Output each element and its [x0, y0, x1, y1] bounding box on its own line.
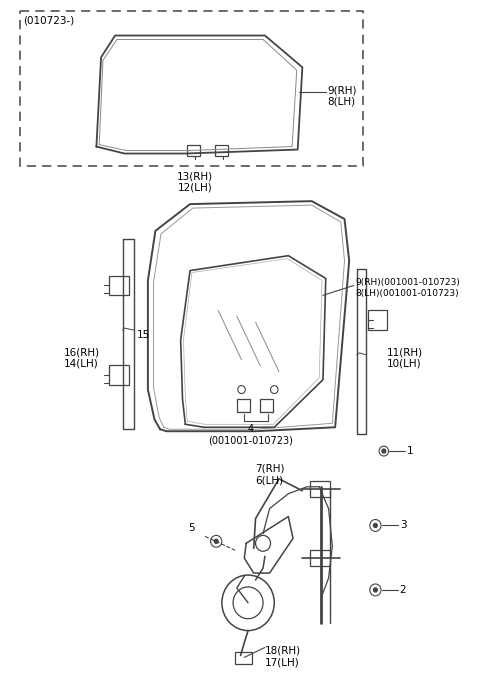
Text: 5: 5 — [188, 523, 195, 533]
Text: 1: 1 — [407, 446, 414, 456]
Text: 7(RH)
6(LH): 7(RH) 6(LH) — [255, 464, 284, 485]
Circle shape — [382, 449, 386, 453]
Text: 18(RH)
17(LH): 18(RH) 17(LH) — [265, 645, 301, 667]
Circle shape — [373, 588, 377, 592]
Bar — [20, 11, 363, 167]
Text: 4
(001001-010723): 4 (001001-010723) — [208, 424, 293, 446]
Bar — [310, 550, 330, 566]
Circle shape — [373, 523, 377, 527]
Text: 11(RH)
10(LH): 11(RH) 10(LH) — [386, 347, 423, 369]
Text: 3: 3 — [400, 521, 407, 531]
Bar — [108, 276, 129, 295]
Text: 9(RH)
8(LH): 9(RH) 8(LH) — [328, 85, 357, 107]
Text: 2: 2 — [400, 585, 407, 595]
Text: 13(RH)
12(LH): 13(RH) 12(LH) — [177, 171, 213, 193]
Bar — [108, 365, 129, 385]
Bar — [260, 399, 273, 412]
Bar — [237, 399, 250, 412]
Text: 16(RH)
14(LH): 16(RH) 14(LH) — [64, 347, 100, 369]
Circle shape — [215, 540, 218, 544]
Bar — [235, 653, 252, 664]
Text: 15: 15 — [137, 330, 150, 340]
Bar — [368, 310, 386, 330]
Text: (010723-): (010723-) — [24, 16, 74, 26]
Bar — [216, 145, 228, 156]
Text: 9(RH)(001001-010723)
8(LH)(001001-010723): 9(RH)(001001-010723) 8(LH)(001001-010723… — [356, 278, 461, 298]
Bar — [310, 481, 330, 497]
Bar — [187, 145, 200, 156]
